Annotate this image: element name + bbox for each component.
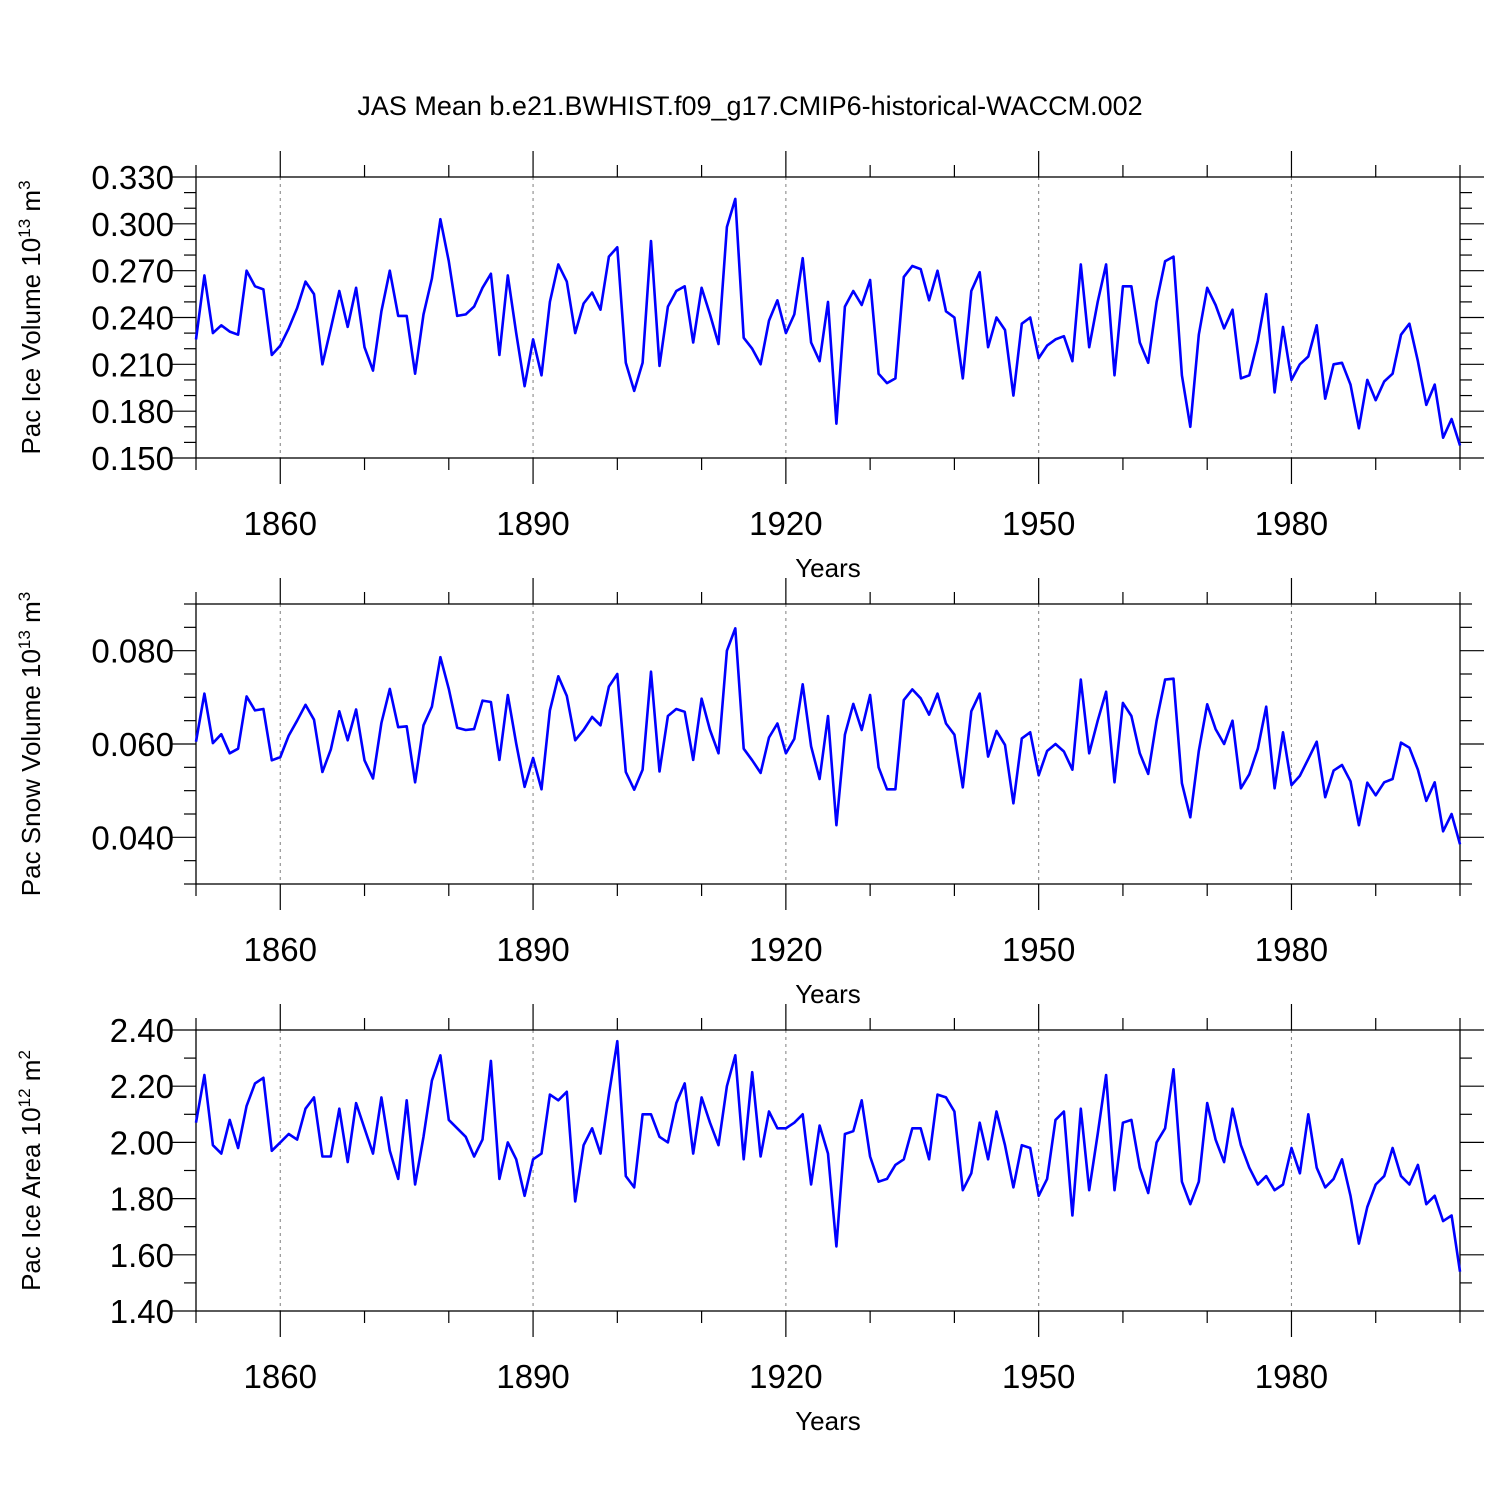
x-axis-label: Years: [795, 979, 861, 1009]
x-tick-label: 1920: [749, 931, 822, 968]
figure-title: JAS Mean b.e21.BWHIST.f09_g17.CMIP6-hist…: [357, 91, 1142, 121]
x-tick-label: 1980: [1255, 505, 1328, 542]
y-tick-label: 0.060: [91, 726, 174, 763]
panel-snow-volume: 0.040 0.060 0.080 1860 1890 1920 1950 1980 Years…: [15, 578, 1484, 1009]
y-tick-label: 1.80: [110, 1181, 174, 1218]
x-tick-label: 1950: [1002, 931, 1075, 968]
y-tick-label: 0.330: [91, 159, 174, 196]
y-tick-label: 1.60: [110, 1237, 174, 1274]
y-tick-label: 0.270: [91, 253, 174, 290]
y-tick-label: 0.210: [91, 346, 174, 383]
series-line-snow-volume: [194, 626, 1462, 845]
y-tick-label: 2.40: [110, 1012, 174, 1049]
x-axis-label: Years: [795, 553, 861, 583]
y-tick-label: 0.080: [91, 633, 174, 670]
x-tick-label: 1980: [1255, 931, 1328, 968]
y-tick-label: 0.240: [91, 300, 174, 337]
x-tick-label: 1950: [1002, 505, 1075, 542]
x-tick-label: 1860: [244, 505, 317, 542]
x-tick-label: 1890: [496, 505, 569, 542]
panel-ice-volume: 0.150 0.180 0.210 0.240 0.270 0.300 0.330 1860 1…: [15, 151, 1484, 583]
y-tick-label: 0.180: [91, 393, 174, 430]
series-line-ice-volume: [194, 197, 1462, 446]
y-axis-label: Pac Ice Area 1012 m2: [15, 1050, 46, 1291]
y-tick-label: 1.40: [110, 1293, 174, 1330]
y-tick-label: 2.00: [110, 1124, 174, 1161]
panel-ice-area: 1.40 1.60 1.80 2.00 2.20 2.40 1860 1890 1920 1950…: [15, 1004, 1484, 1436]
y-tick-label: 0.150: [91, 440, 174, 477]
x-tick-label: 1890: [496, 931, 569, 968]
x-tick-label: 1890: [496, 1358, 569, 1395]
x-tick-label: 1920: [749, 505, 822, 542]
y-axis-label: Pac Snow Volume 1013 m3: [15, 592, 46, 896]
y-axis-label: Pac Ice Volume 1013 m3: [15, 180, 46, 454]
x-tick-label: 1980: [1255, 1358, 1328, 1395]
x-tick-label: 1950: [1002, 1358, 1075, 1395]
x-tick-label: 1860: [244, 931, 317, 968]
x-axis-label: Years: [795, 1406, 861, 1436]
x-tick-label: 1920: [749, 1358, 822, 1395]
y-tick-label: 2.20: [110, 1068, 174, 1105]
plot-frame: [195, 1029, 1461, 1312]
y-tick-label: 0.300: [91, 206, 174, 243]
x-tick-label: 1860: [244, 1358, 317, 1395]
series-line-ice-area: [194, 1039, 1462, 1272]
y-tick-label: 0.040: [91, 819, 174, 856]
